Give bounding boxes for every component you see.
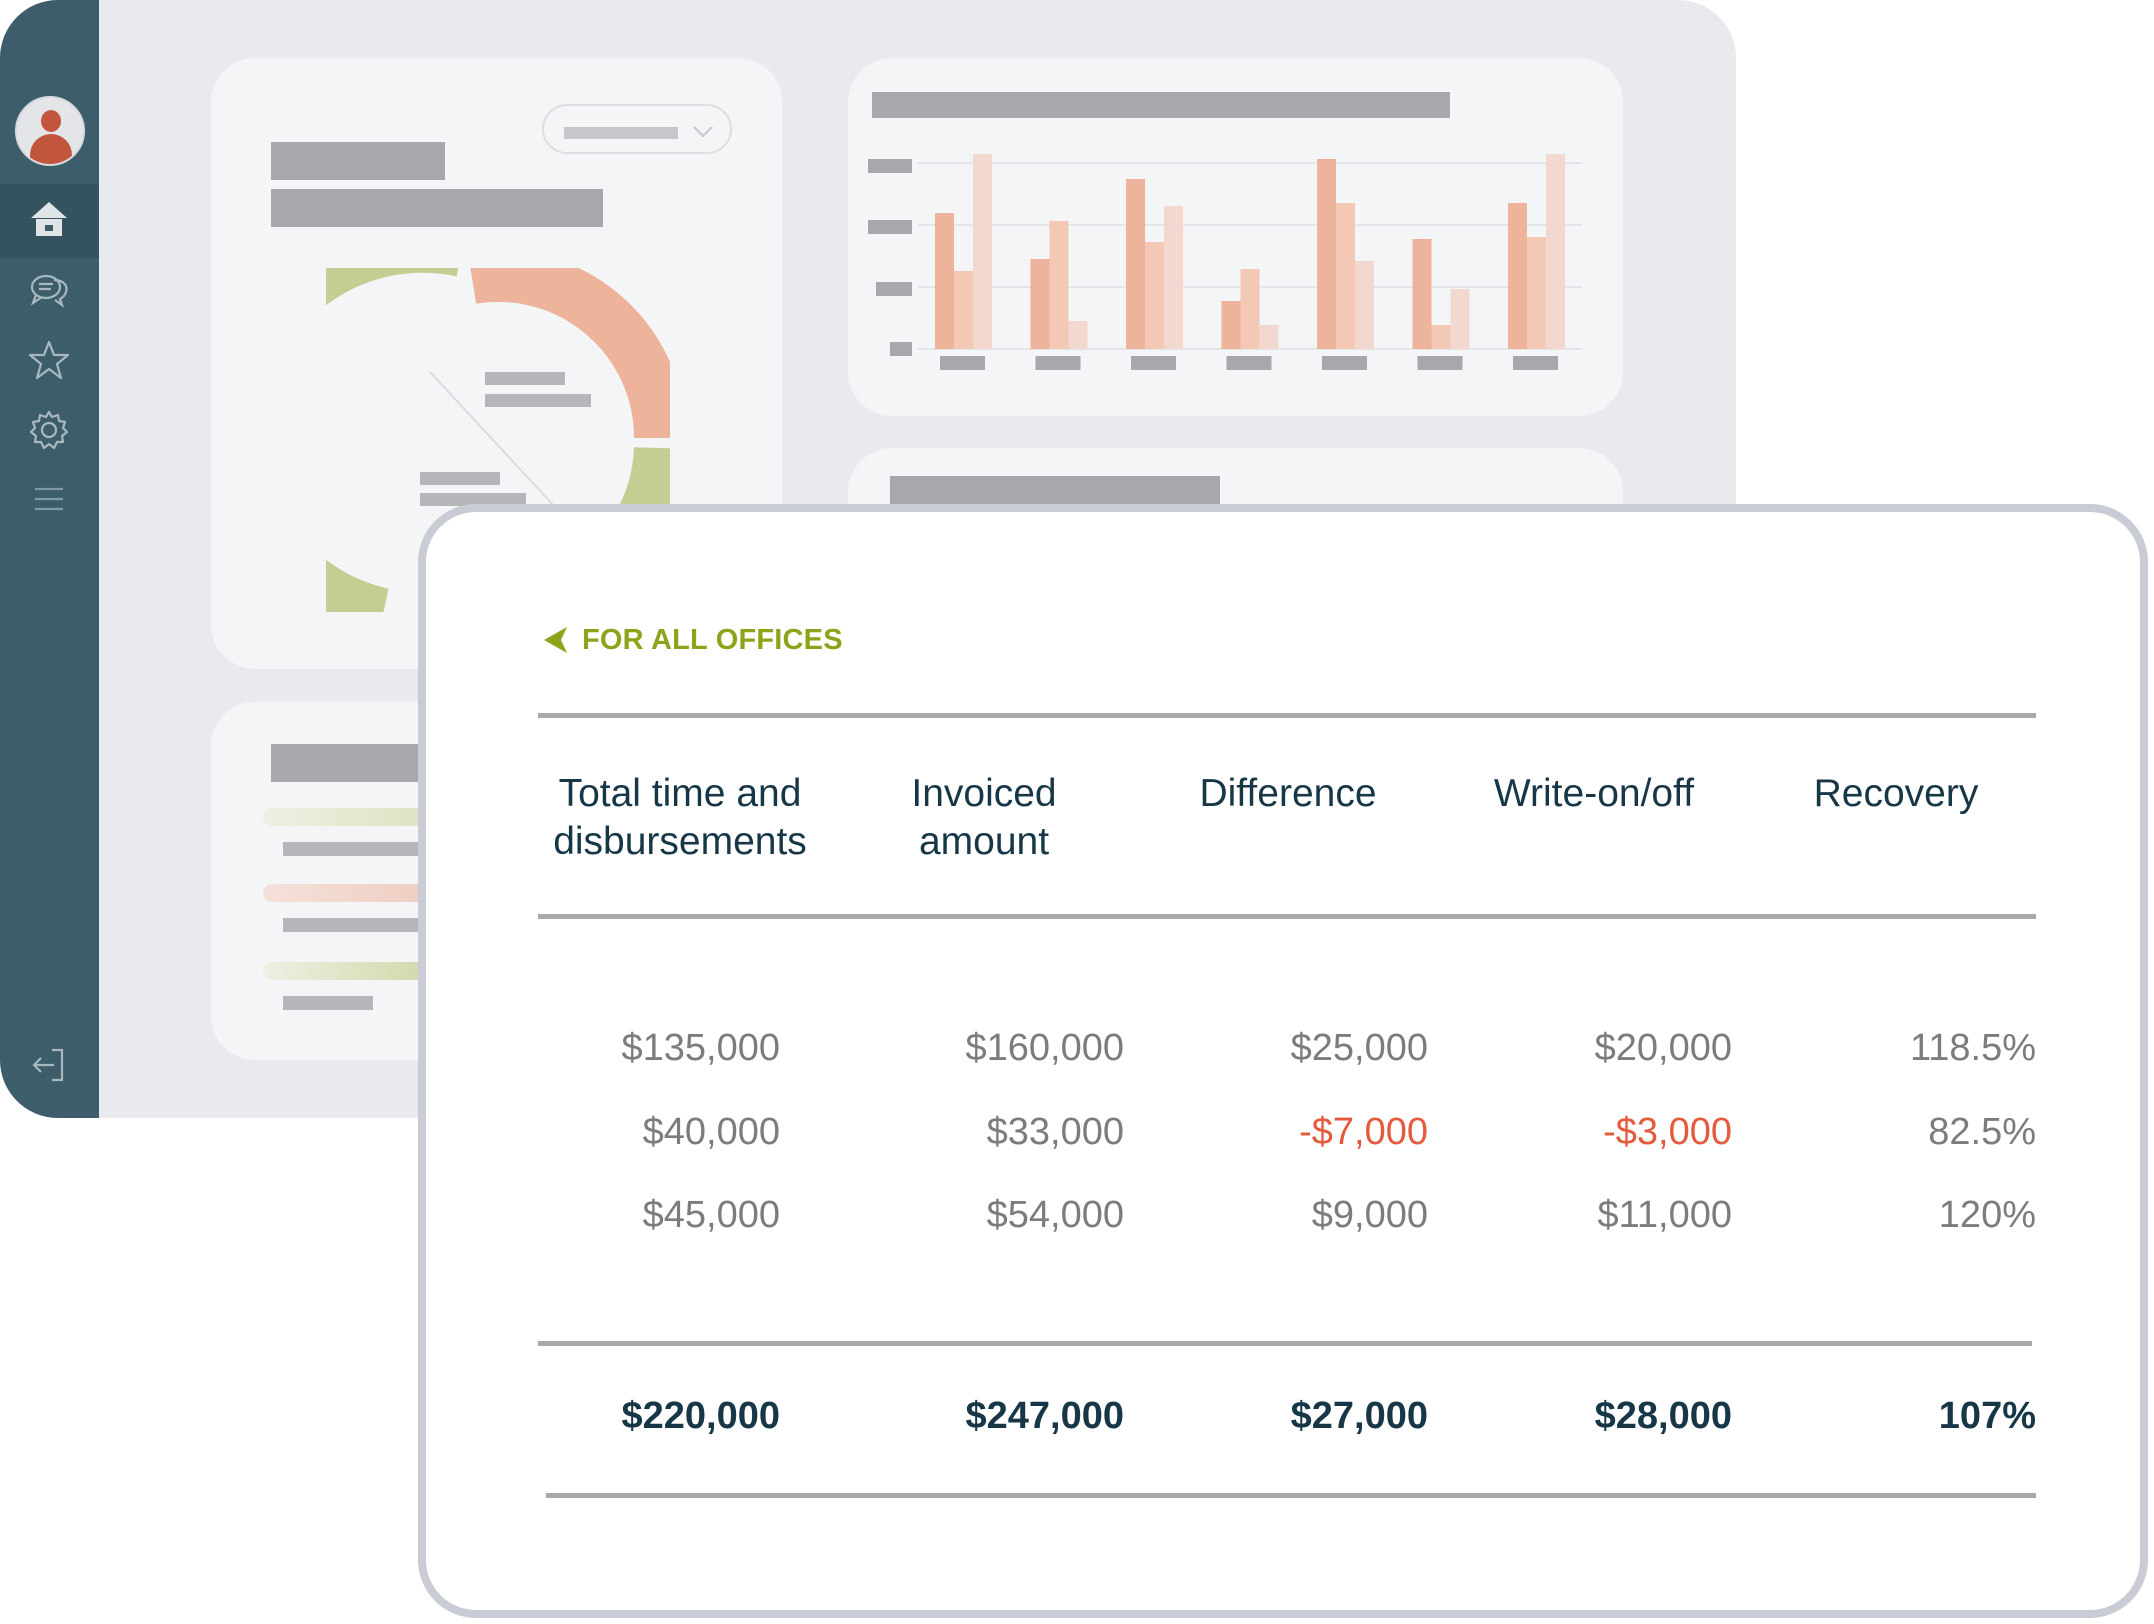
back-link-label: FOR ALL OFFICES <box>582 623 843 656</box>
x-tick-placeholder <box>1131 356 1176 370</box>
bar <box>1240 269 1260 349</box>
bar-chart-title-placeholder <box>872 92 1450 118</box>
x-tick-placeholder <box>940 356 985 370</box>
bar <box>1259 325 1279 349</box>
donut-segment-orange <box>470 268 670 439</box>
cell-r2-total: $40,000 <box>642 1111 780 1153</box>
bar <box>1145 242 1164 349</box>
donut-leader-line <box>429 371 557 509</box>
cell-r2-recovery: 82.5% <box>1928 1111 2036 1153</box>
table-bottom-rule <box>546 1493 2036 1498</box>
logout-icon[interactable] <box>28 1044 70 1086</box>
totals-top-rule <box>538 1341 2032 1346</box>
x-tick-placeholder <box>1322 356 1367 370</box>
cell-r1-invoiced: $160,000 <box>965 1027 1125 1069</box>
x-tick-placeholder <box>1513 356 1558 370</box>
donut-label-placeholder <box>485 394 591 407</box>
dropdown-value-placeholder <box>564 127 678 139</box>
total-write-on-off: $28,000 <box>1594 1395 1732 1437</box>
donut-label-placeholder <box>420 493 526 506</box>
x-tick-placeholder <box>1226 356 1272 370</box>
cell-r3-difference: $9,000 <box>1311 1194 1428 1236</box>
x-tick-placeholder <box>1035 356 1081 370</box>
bar <box>973 154 992 349</box>
chat-icon[interactable] <box>28 270 70 312</box>
bar <box>1068 321 1088 349</box>
avatar[interactable] <box>15 96 85 166</box>
back-link[interactable]: FOR ALL OFFICES <box>538 622 843 658</box>
chevron-left-icon <box>544 627 567 653</box>
bar <box>935 213 954 349</box>
donut-label-placeholder <box>420 472 500 485</box>
column-header-write-on-off: Write-on/off <box>1493 772 1695 815</box>
bar-groups <box>935 154 1565 370</box>
bar <box>1546 154 1565 349</box>
cell-r2-invoiced: $33,000 <box>986 1111 1124 1153</box>
bar <box>1221 301 1241 349</box>
cell-r3-write-on-off: $11,000 <box>1597 1194 1732 1236</box>
column-header-recovery: Recovery <box>1813 772 1979 815</box>
home-icon[interactable] <box>28 198 70 240</box>
menu-icon[interactable] <box>28 478 70 520</box>
bar <box>1412 239 1432 349</box>
recovery-panel <box>418 504 2148 1618</box>
bar <box>1527 237 1546 349</box>
total-recovery: 107% <box>1938 1395 2036 1437</box>
column-header-invoiced: Invoiced amount <box>911 772 1057 863</box>
progress-label-placeholder <box>283 996 373 1010</box>
table-top-rule <box>538 713 2036 718</box>
cell-r3-total: $45,000 <box>642 1194 780 1236</box>
bar <box>1355 261 1374 349</box>
cell-r1-write-on-off: $20,000 <box>1594 1027 1732 1069</box>
bar <box>1317 159 1336 349</box>
bar <box>1164 206 1183 349</box>
cell-r2-difference: -$7,000 <box>1299 1111 1428 1153</box>
avatar-head <box>41 110 61 132</box>
cell-r1-recovery: 118.5% <box>1909 1027 2036 1069</box>
period-dropdown[interactable] <box>542 104 732 154</box>
column-header-difference: Difference <box>1199 772 1377 815</box>
total-invoiced: $247,000 <box>965 1395 1125 1437</box>
bar <box>1030 259 1050 349</box>
cell-r1-difference: $25,000 <box>1290 1027 1428 1069</box>
progress-label-placeholder <box>283 842 443 856</box>
cell-r3-recovery: 120% <box>1938 1194 2036 1236</box>
header-bottom-rule <box>538 914 2036 919</box>
donut-label-placeholder <box>485 372 565 385</box>
total-difference: $27,000 <box>1290 1395 1428 1437</box>
cell-r2-write-on-off: -$3,000 <box>1603 1111 1732 1153</box>
sidebar <box>0 0 99 1118</box>
bar <box>1049 221 1069 349</box>
bar <box>1508 203 1527 349</box>
bar <box>1126 179 1145 349</box>
total-time-disbursements: $220,000 <box>621 1395 781 1437</box>
bar <box>1450 289 1470 349</box>
gear-icon[interactable] <box>28 409 70 451</box>
bar <box>954 271 973 349</box>
chevron-down-icon <box>693 126 713 138</box>
x-tick-placeholder <box>1417 356 1463 370</box>
list-card-title-placeholder <box>890 476 1220 504</box>
star-icon[interactable] <box>28 339 70 381</box>
card-subtitle-placeholder <box>271 189 603 227</box>
cell-r3-invoiced: $54,000 <box>986 1194 1124 1236</box>
card-title-placeholder <box>271 142 445 180</box>
progress-label-placeholder <box>283 918 443 932</box>
bar <box>1336 203 1355 349</box>
bar <box>1431 325 1451 349</box>
bar-chart <box>868 154 1582 370</box>
cell-r1-total: $135,000 <box>621 1027 781 1069</box>
avatar-body <box>30 134 72 164</box>
column-header-total: Total time and disbursements <box>553 772 807 863</box>
